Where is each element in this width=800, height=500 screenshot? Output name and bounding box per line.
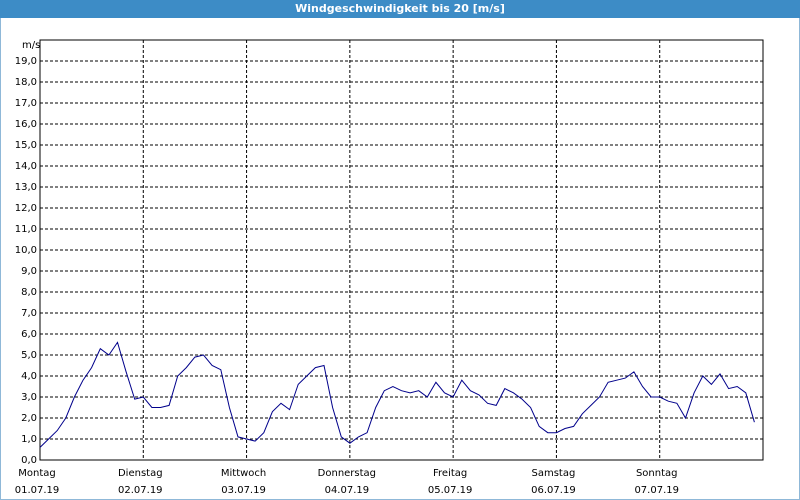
x-tick-date: 01.07.19 <box>15 485 60 496</box>
y-tick-label: 14,0 <box>15 161 37 172</box>
x-tick-label: Dienstag <box>118 468 163 479</box>
x-tick-date: 05.07.19 <box>428 485 473 496</box>
y-tick-label: 12,0 <box>15 203 37 214</box>
x-tick-label: Sonntag <box>636 468 678 479</box>
y-tick-label: 5,0 <box>21 350 37 361</box>
x-tick-date: 06.07.19 <box>531 485 576 496</box>
x-tick-label: Mittwoch <box>221 468 266 479</box>
y-tick-label: 9,0 <box>21 266 37 277</box>
x-tick-date: 07.07.19 <box>634 485 679 496</box>
y-tick-label: 4,0 <box>21 371 37 382</box>
y-tick-label: 0,0 <box>21 455 37 466</box>
x-tick-date: 03.07.19 <box>221 485 266 496</box>
y-tick-label: 19,0 <box>15 56 37 67</box>
chart-title: Windgeschwindigkeit bis 20 [m/s] <box>295 2 505 15</box>
y-tick-label: 13,0 <box>15 182 37 193</box>
y-tick-label: 16,0 <box>15 119 37 130</box>
y-tick-label: 2,0 <box>21 413 37 424</box>
x-tick-label: Donnerstag <box>318 468 376 479</box>
y-tick-label: 3,0 <box>21 392 37 403</box>
y-tick-label: 11,0 <box>15 224 37 235</box>
title-bar <box>0 0 800 18</box>
plot-frame <box>39 39 764 461</box>
x-tick-label: Samstag <box>532 468 576 479</box>
data-line <box>39 341 755 448</box>
y-tick-label: 18,0 <box>15 77 37 88</box>
y-tick-label: 6,0 <box>21 329 37 340</box>
y-tick-label: 17,0 <box>15 98 37 109</box>
y-tick-label: 10,0 <box>15 245 37 256</box>
x-tick-label: Montag <box>18 468 55 479</box>
y-tick-label: 1,0 <box>21 434 37 445</box>
x-tick-date: 04.07.19 <box>325 485 370 496</box>
x-tick-date: 02.07.19 <box>118 485 163 496</box>
y-unit: m/s <box>22 40 40 51</box>
y-tick-label: 15,0 <box>15 140 37 151</box>
x-tick-label: Freitag <box>433 468 467 479</box>
y-tick-label: 7,0 <box>21 308 37 319</box>
y-tick-label: 8,0 <box>21 287 37 298</box>
